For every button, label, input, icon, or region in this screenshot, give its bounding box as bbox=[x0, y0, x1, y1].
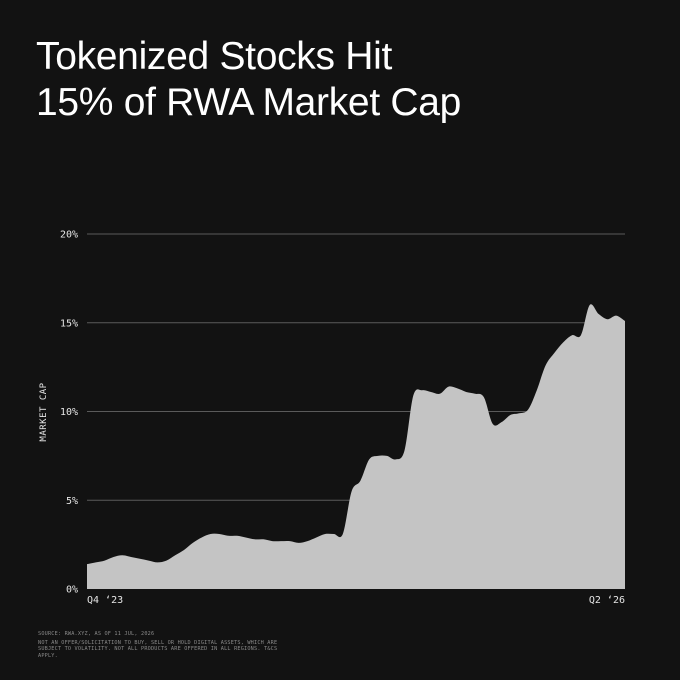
y-tick-label: 20% bbox=[60, 230, 78, 241]
y-tick-label: 5% bbox=[66, 496, 78, 507]
source-note: SOURCE: RWA.XYZ, AS OF 11 JUL, 2026 bbox=[38, 631, 155, 637]
y-axis-label: MARKET CAP bbox=[39, 382, 49, 441]
market-cap-area bbox=[87, 304, 625, 589]
chart-title-line-2: 15% of RWA Market Cap bbox=[36, 81, 462, 124]
y-tick-label: 0% bbox=[66, 585, 78, 596]
x-axis-ticks: Q4 ‘23 Q2 ‘26 bbox=[87, 595, 625, 606]
disclaimer-note: NOT AN OFFER/SOLICITATION TO BUY, SELL O… bbox=[38, 640, 281, 659]
x-tick-label: Q4 ‘23 bbox=[87, 595, 123, 606]
chart-title: Tokenized Stocks Hit 15% of RWA Market C… bbox=[36, 34, 461, 126]
footnote: SOURCE: RWA.XYZ, AS OF 11 JUL, 2026 NOT … bbox=[38, 631, 298, 659]
y-axis-ticks: 0% 5% 10% 15% 20% bbox=[60, 230, 78, 596]
y-tick-label: 10% bbox=[60, 407, 78, 418]
chart-title-line-1: Tokenized Stocks Hit bbox=[36, 35, 392, 78]
x-tick-label: Q2 ‘26 bbox=[589, 595, 625, 606]
y-tick-label: 15% bbox=[60, 318, 78, 329]
